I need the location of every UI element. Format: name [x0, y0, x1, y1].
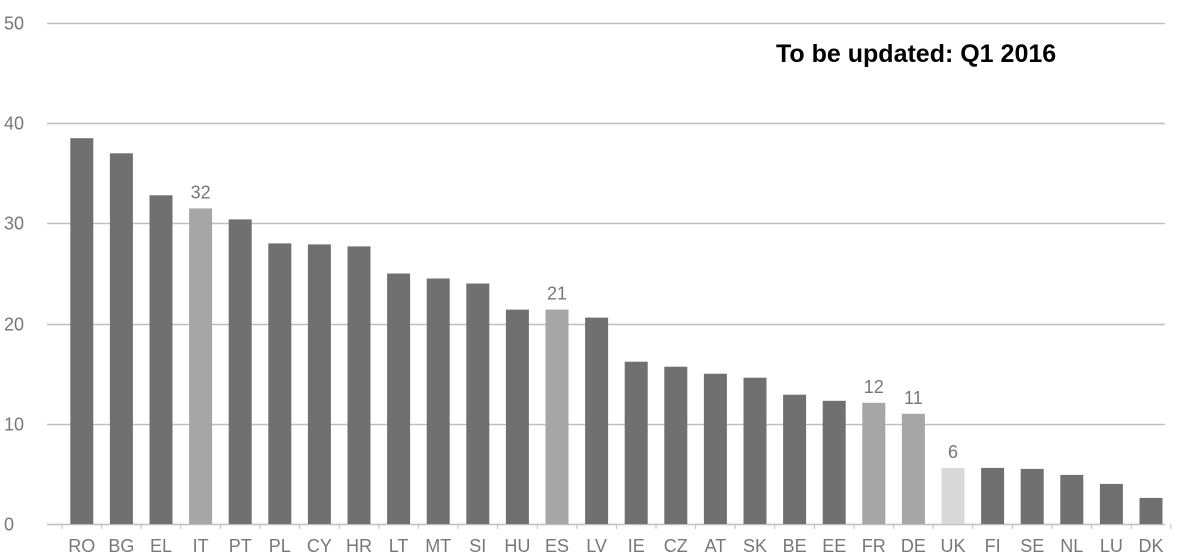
bar-bg: [109, 153, 133, 525]
bar-fi: [981, 467, 1005, 524]
bar-ee: [822, 400, 846, 524]
y-tick-label: 40: [4, 114, 24, 134]
bar-fr: [862, 402, 886, 524]
x-tick-label: ES: [545, 536, 569, 556]
bar-cz: [664, 366, 688, 524]
bar-el: [149, 195, 173, 525]
x-tick-label: EL: [150, 536, 172, 556]
x-tick-label: CZ: [664, 536, 688, 556]
bar-dk: [1139, 497, 1163, 524]
x-tick-label: NL: [1060, 536, 1083, 556]
x-tick-label: EE: [822, 536, 846, 556]
data-label-it: 32: [191, 182, 211, 202]
bar-be: [783, 394, 807, 524]
update-note: To be updated: Q1 2016: [776, 40, 1057, 68]
x-tick-label: PT: [229, 536, 252, 556]
bar-ie: [624, 361, 648, 524]
data-label-uk: 6: [948, 442, 958, 462]
x-tick-label: MT: [425, 536, 451, 556]
x-tick-label: FR: [862, 536, 886, 556]
x-tick-label: SI: [469, 536, 486, 556]
x-tick-label: BG: [108, 536, 134, 556]
x-tick-label: FI: [985, 536, 1001, 556]
x-tick-label: DK: [1138, 536, 1163, 556]
data-label-es: 21: [547, 284, 567, 304]
y-tick-label: 20: [4, 315, 24, 335]
bar-se: [1020, 468, 1044, 524]
x-tick-label: IT: [193, 536, 209, 556]
bar-pt: [228, 219, 252, 524]
bar-it: [189, 208, 213, 524]
bar-pl: [268, 243, 292, 524]
y-tick-label: 10: [4, 415, 24, 435]
y-tick-label: 50: [4, 14, 24, 34]
x-tick-label: SE: [1020, 536, 1044, 556]
bar-at: [703, 373, 727, 524]
bar-es: [545, 309, 569, 524]
bar-cy: [307, 244, 331, 524]
bar-mt: [426, 278, 450, 524]
x-tick-label: UK: [940, 536, 965, 556]
x-tick-label: PL: [269, 536, 291, 556]
bar-de: [901, 413, 925, 524]
x-tick-label: AT: [705, 536, 727, 556]
bar-lt: [387, 273, 411, 524]
x-tick-label: SK: [743, 536, 767, 556]
data-label-de: 11: [904, 388, 923, 408]
x-tick-label: LV: [586, 536, 607, 556]
bar-hr: [347, 246, 371, 524]
bar-nl: [1060, 474, 1084, 524]
y-tick-label: 30: [4, 214, 24, 234]
x-tick-label: IE: [628, 536, 645, 556]
x-tick-label: LU: [1100, 536, 1123, 556]
bar-ro: [70, 138, 94, 524]
y-tick-label: 0: [4, 515, 14, 535]
x-tick-label: BE: [783, 536, 807, 556]
x-tick-label: HU: [504, 536, 530, 556]
x-tick-label: RO: [68, 536, 95, 556]
bar-lv: [585, 317, 609, 524]
bar-hu: [505, 309, 529, 524]
data-label-fr: 12: [864, 377, 884, 397]
bar-sk: [743, 377, 767, 524]
bar-si: [466, 283, 490, 524]
bar-lu: [1099, 483, 1123, 524]
x-tick-label: LT: [389, 536, 409, 556]
x-tick-label: HR: [346, 536, 372, 556]
x-tick-label: CY: [307, 536, 332, 556]
x-tick-label: DE: [901, 536, 926, 556]
bar-uk: [941, 467, 965, 524]
